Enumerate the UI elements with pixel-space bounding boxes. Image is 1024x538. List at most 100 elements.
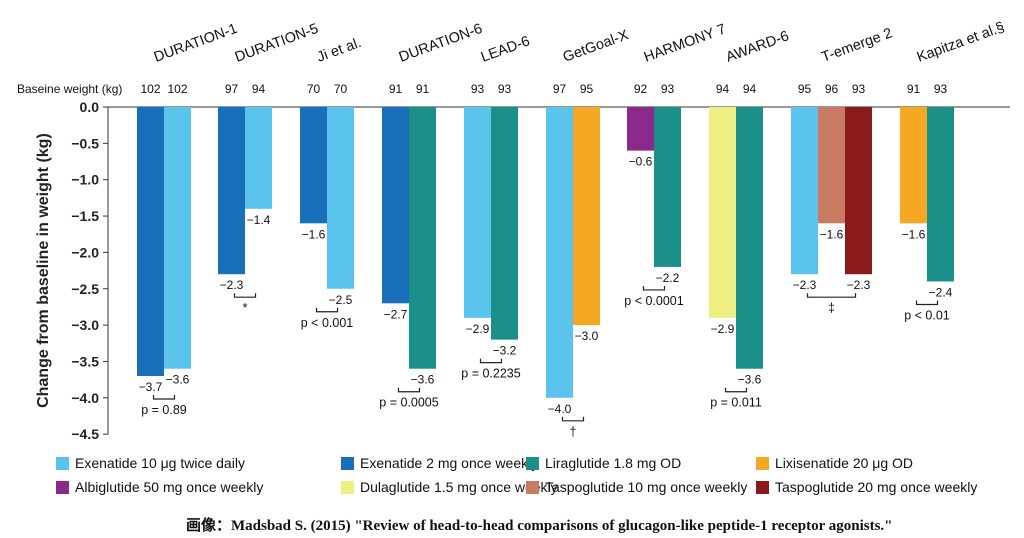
bar-exenatide_10 (464, 107, 491, 318)
bar-value-label: −1.6 (902, 227, 926, 241)
bar-exenatide_2 (137, 107, 164, 376)
study-name-label: Ji et al. (315, 35, 364, 66)
bar-value-label: −2.4 (929, 285, 953, 299)
baseline-weight-value: 70 (307, 82, 321, 96)
significance-bracket (724, 387, 748, 393)
baseline-weight-value: 97 (553, 82, 567, 96)
bar-albiglutide (627, 107, 654, 151)
study-name-label: GetGoal-X (561, 27, 631, 66)
bar-taspoglutide_20 (845, 107, 872, 275)
study-name-label: T-emerge 2 (819, 25, 894, 65)
significance-label: p < 0.001 (301, 316, 354, 330)
legend-item-dulaglutide: Dulaglutide 1.5 mg once weekly (341, 479, 558, 495)
y-tick-label: −3.0 (71, 317, 99, 333)
significance-bracket (152, 394, 176, 400)
bar-lixisenatide (573, 107, 600, 326)
image-credit-caption: 画像：Madsbad S. (2015) "Review of head-to-… (186, 518, 893, 534)
legend-item-taspoglutide_10: Taspoglutide 10 mg once weekly (526, 479, 747, 495)
legend-swatch (526, 480, 539, 494)
bar-value-label: −3.0 (575, 329, 599, 343)
y-tick-label: 0.0 (80, 99, 100, 115)
y-tick-label: −2.5 (71, 281, 99, 297)
y-tick-label: −1.0 (71, 172, 99, 188)
y-tick-label: −2.0 (71, 244, 99, 260)
significance-bracket (315, 307, 339, 313)
legend-label: Taspoglutide 10 mg once weekly (545, 479, 748, 495)
study-name-label: HARMONY 7 (642, 21, 728, 65)
legend-item-albiglutide: Albiglutide 50 mg once weekly (56, 479, 263, 495)
study-name-label: DURATION-5 (233, 21, 321, 66)
study-name-label: AWARD-6 (724, 28, 791, 66)
bar-exenatide_10 (327, 107, 354, 289)
bar-value-label: −2.9 (711, 322, 735, 336)
baseline-weight-value: 102 (167, 82, 187, 96)
baseline-weight-value: 93 (661, 82, 675, 96)
bar-exenatide_2 (218, 107, 245, 275)
legend-swatch (756, 480, 769, 494)
baseline-weight-value: 93 (852, 82, 866, 96)
significance-label: ‡ (828, 301, 835, 315)
significance-bracket (397, 387, 421, 393)
baseline-weight-value: 95 (580, 82, 594, 96)
bar-value-label: −0.6 (629, 155, 653, 169)
bar-value-label: −2.5 (329, 293, 353, 307)
baseline-weight-value: 96 (825, 82, 839, 96)
significance-bracket (479, 358, 503, 364)
legend-swatch (526, 456, 539, 470)
bar-exenatide_10 (164, 107, 191, 369)
legend-swatch (341, 456, 354, 470)
legend-item-taspoglutide_20: Taspoglutide 20 mg once weekly (756, 479, 977, 495)
y-tick-label: −3.5 (71, 353, 99, 369)
legend-label: Liraglutide 1.8 mg OD (545, 455, 682, 471)
baseline-weight-value: 97 (225, 82, 239, 96)
significance-label: p = 0.2235 (461, 367, 520, 381)
bar-value-label: −2.3 (847, 278, 871, 292)
baseline-weight-value: 93 (471, 82, 485, 96)
legend-label: Exenatide 2 mg once weekly (360, 455, 539, 471)
chart: Baseine weight (kg) 0.0 −0.5 −1.0 −1.5 −2.0 −2… (17, 19, 1010, 442)
significance-label: p = 0.89 (141, 403, 187, 417)
legend-swatch (56, 456, 69, 470)
bar-lixisenatide (900, 107, 927, 224)
baseline-weight-value: 94 (252, 82, 266, 96)
legend-item-exenatide_10: Exenatide 10 μg twice daily (56, 455, 245, 471)
bar-exenatide_10 (245, 107, 272, 209)
bar-liraglutide (654, 107, 681, 267)
bar-value-label: −3.6 (411, 373, 435, 387)
significance-bracket (233, 293, 257, 298)
bar-value-label: −1.4 (247, 213, 271, 227)
y-tick-label: −1.5 (71, 208, 99, 224)
bar-value-label: −2.7 (384, 307, 408, 321)
bar-exenatide_2 (300, 107, 327, 224)
legend-label: Dulaglutide 1.5 mg once weekly (360, 479, 558, 495)
bar-value-label: −3.7 (139, 380, 163, 394)
significance-bracket (806, 293, 857, 298)
legend-item-liraglutide: Liraglutide 1.8 mg OD (526, 455, 681, 471)
bar-value-label: −1.6 (302, 227, 326, 241)
significance-label: p = 0.0005 (379, 396, 438, 410)
baseline-weight-value: 95 (798, 82, 812, 96)
legend-swatch (341, 480, 354, 494)
bar-liraglutide (491, 107, 518, 340)
significance-bracket (561, 416, 585, 422)
bar-value-label: −2.3 (220, 278, 244, 292)
bar-taspoglutide_10 (818, 107, 845, 224)
baseline-weight-value: 91 (907, 82, 921, 96)
bar-value-label: −2.3 (793, 278, 817, 292)
legend-label: Albiglutide 50 mg once weekly (75, 479, 264, 495)
significance-label: p < 0.0001 (624, 294, 683, 308)
bar-dulaglutide (709, 107, 736, 318)
bar-liraglutide (409, 107, 436, 369)
legend-label: Exenatide 10 μg twice daily (75, 455, 245, 471)
bar-value-label: −2.2 (656, 271, 680, 285)
study-name-label: Kapitza et al.§ (915, 19, 1007, 65)
baseline-weight-value: 91 (416, 82, 430, 96)
bar-value-label: −1.6 (820, 227, 844, 241)
bar-value-label: −2.9 (466, 322, 490, 336)
bar-liraglutide (736, 107, 763, 369)
legend-item-lixisenatide: Lixisenatide 20 μg OD (756, 455, 913, 471)
y-tick-label: −4.5 (71, 426, 99, 442)
significance-label: p = 0.011 (710, 396, 762, 410)
bar-exenatide_2 (382, 107, 409, 304)
significance-bracket (915, 300, 939, 306)
